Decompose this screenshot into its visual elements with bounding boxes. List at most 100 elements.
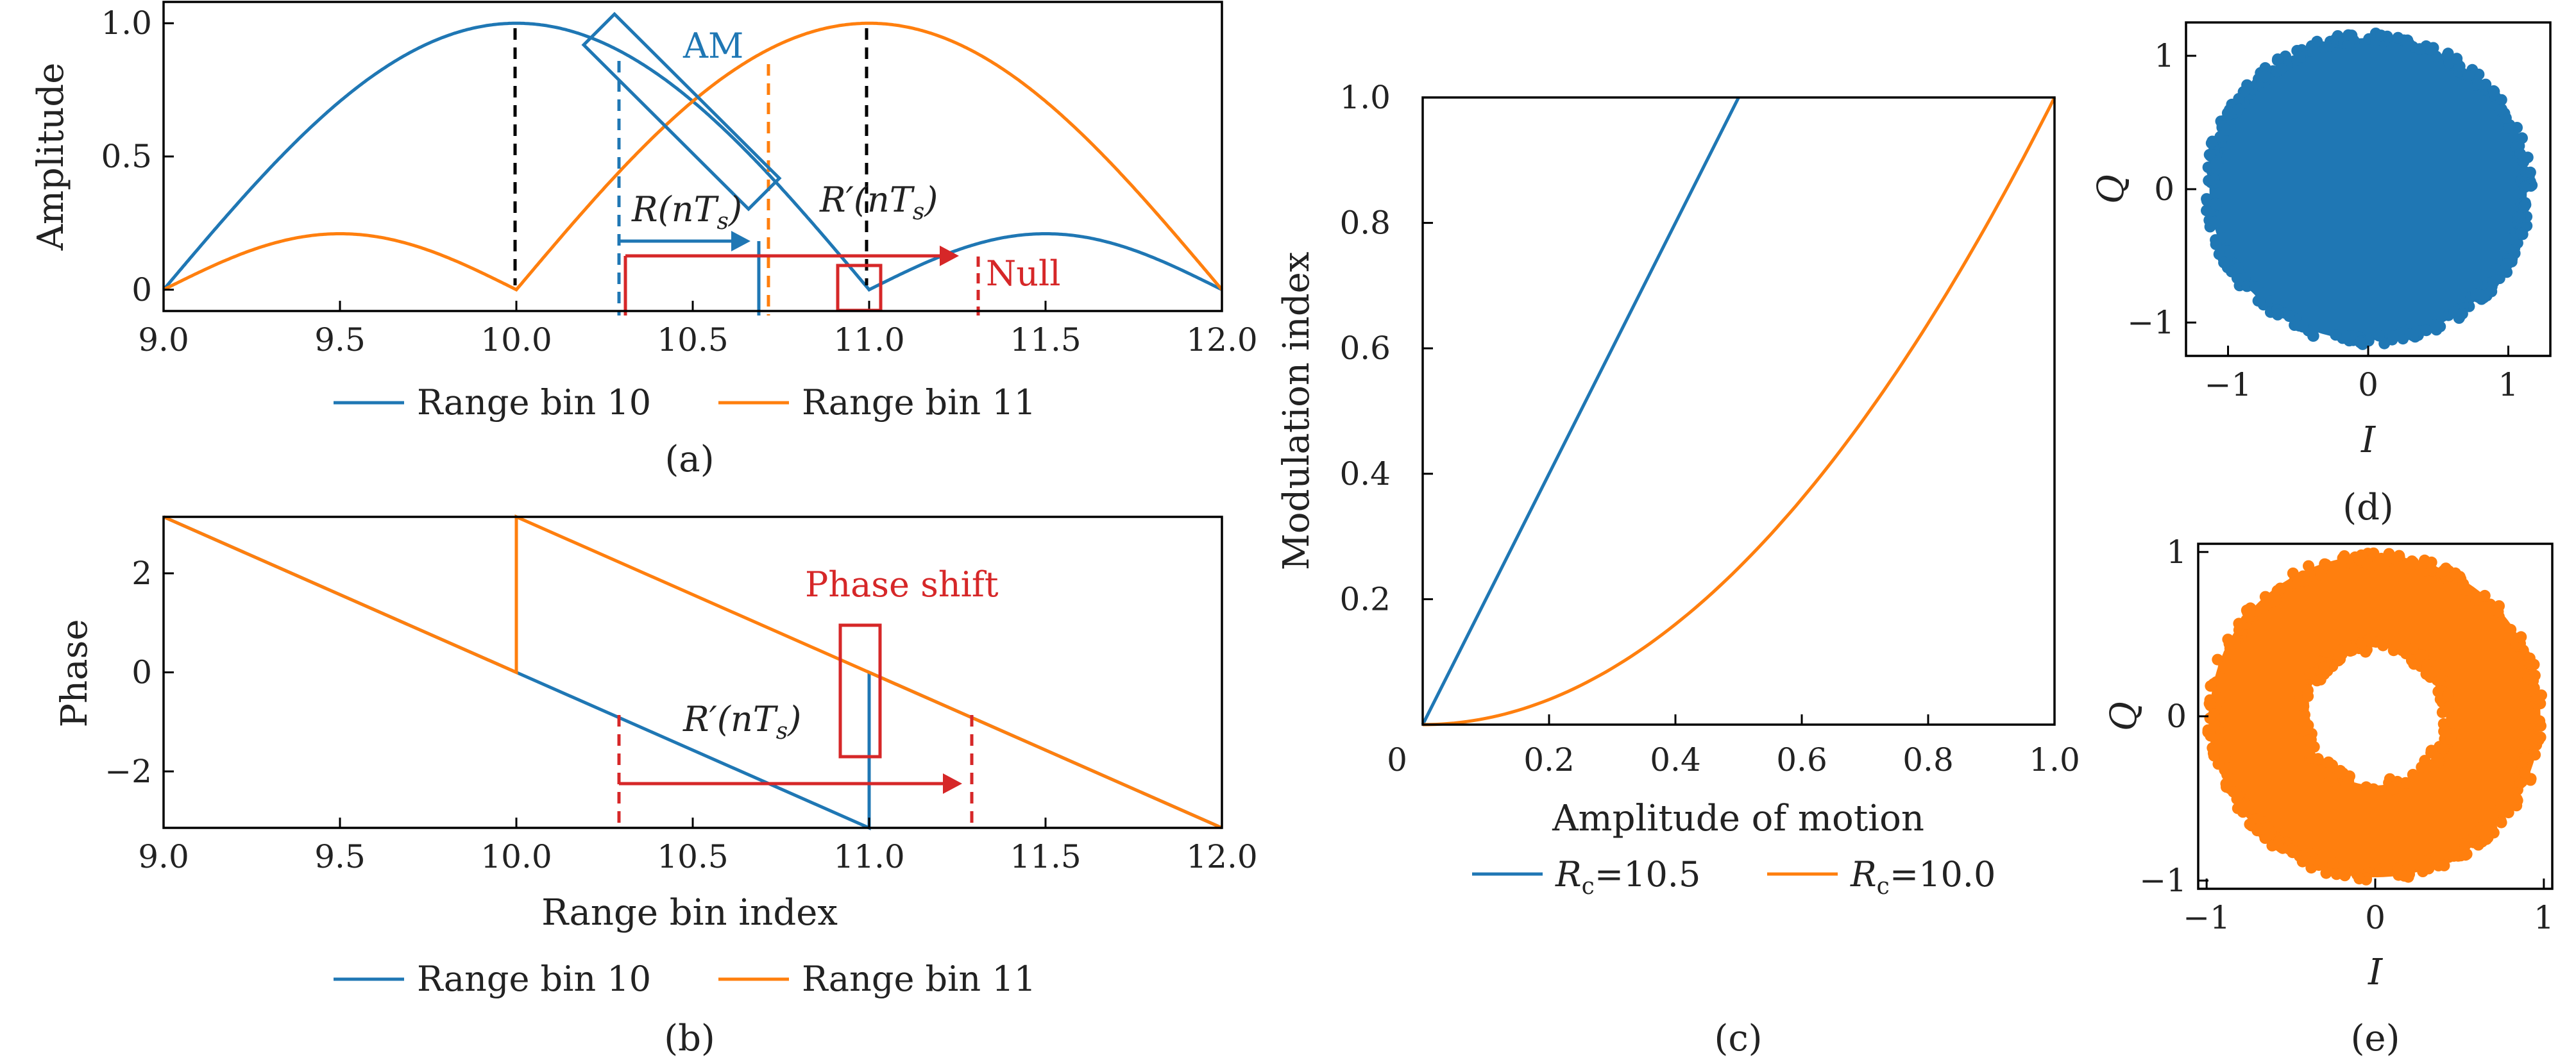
y-tick-label: 0: [131, 654, 152, 691]
x-tick-label: 10.5: [657, 321, 728, 358]
panel-c-x-ticks: 0 0.2 0.4 0.6 0.8 1.0: [1387, 714, 2080, 778]
iq-ring-point: [2448, 850, 2460, 862]
iq-ring-point: [2335, 644, 2347, 657]
legend-label-bin11-b: Range bin 11: [802, 959, 1036, 999]
x-tick-label: 0.8: [1902, 741, 1954, 778]
iq-ring-point: [2326, 773, 2338, 785]
panel-d-ylabel: Q: [2090, 174, 2132, 204]
iq-ring-point: [2203, 698, 2216, 710]
iq-ring-point: [2228, 775, 2240, 787]
panel-e-x-ticks: −1 0 1: [2183, 879, 2554, 936]
iq-disk-point: [2343, 37, 2355, 49]
am-label: AM: [682, 26, 743, 66]
panel-b-xlabel: Range bin index: [541, 892, 838, 934]
series-line-rc100: [1422, 96, 2056, 727]
iq-disk-point: [2258, 71, 2271, 83]
panel-b-annotations: Phase shift R′(nTs): [617, 564, 999, 827]
iq-ring-point: [2383, 548, 2395, 560]
iq-disk-point: [2456, 308, 2468, 320]
iq-ring-point: [2503, 632, 2515, 644]
iq-ring-point: [2427, 564, 2439, 576]
iq-ring-point: [2450, 567, 2461, 579]
y-tick-label: 0: [2166, 698, 2187, 735]
panel-e-ylabel: Q: [2103, 702, 2145, 731]
iq-ring-point: [2334, 764, 2346, 777]
iq-ring-point: [2514, 777, 2527, 789]
r-arrow-head: [731, 231, 750, 251]
series-line-2: [162, 514, 1223, 830]
iq-disk-point: [2520, 166, 2532, 178]
iq-ring-point: [2296, 700, 2308, 712]
x-tick-label: −1: [2183, 899, 2230, 936]
iq-disk-point: [2488, 85, 2500, 97]
iq-disk-point: [2518, 201, 2530, 213]
x-tick-label: 0.4: [1650, 741, 1701, 778]
iq-ring-point: [2480, 601, 2492, 613]
iq-ring-point: [2296, 855, 2309, 868]
iq-ring-point: [2205, 680, 2217, 692]
panel-d-x-ticks: −1 0 1: [2205, 346, 2518, 403]
x-tick-label: 9.5: [314, 321, 366, 358]
iq-ring-point: [2408, 658, 2420, 670]
iq-ring-point: [2228, 637, 2241, 648]
iq-ring-point: [2232, 802, 2244, 814]
iq-ring-point: [2301, 684, 2314, 696]
y-tick-label: 0.8: [1339, 205, 1391, 242]
iq-ring-point: [2216, 673, 2228, 685]
iq-disk-point: [2272, 53, 2284, 65]
legend-label-bin10-b: Range bin 10: [417, 959, 651, 999]
iq-ring-point: [2320, 867, 2332, 879]
x-tick-label: 1: [2534, 899, 2554, 936]
x-tick-label: 9.0: [138, 838, 189, 875]
x-tick-label: 10.5: [657, 838, 728, 875]
iq-ring-point: [2512, 652, 2525, 664]
iq-disk-point: [2218, 257, 2230, 269]
iq-ring-point: [2217, 661, 2230, 673]
legend-label-rc105: Rc=10.5: [1555, 854, 1700, 900]
iq-ring-body: [2210, 555, 2541, 878]
iq-disk-point: [2221, 124, 2233, 136]
panel-a-annotations: AM R(nTs) Null R′(nTs): [513, 12, 1061, 315]
iq-ring-point: [2442, 705, 2454, 717]
iq-ring-point: [2242, 800, 2254, 812]
x-tick-label: 0: [1387, 741, 1407, 778]
x-tick-label: 11.5: [1010, 838, 1081, 875]
iq-ring-point: [2360, 781, 2372, 793]
panel-c-y-ticks: 0.2 0.4 0.6 0.8 1.0: [1339, 79, 1433, 618]
iq-ring-point: [2370, 636, 2382, 648]
iq-ring-point: [2437, 718, 2450, 730]
iq-disk-point: [2425, 44, 2437, 56]
iq-ring-point: [2213, 692, 2225, 703]
iq-disk-point: [2508, 130, 2520, 142]
iq-ring-point: [2442, 690, 2453, 702]
iq-disk-point: [2311, 35, 2323, 47]
iq-disk-point: [2514, 212, 2526, 224]
iq-ring-point: [2515, 631, 2527, 643]
iq-disk-point: [2293, 320, 2305, 332]
iq-ring-point: [2335, 560, 2348, 572]
iq-ring-point: [2470, 594, 2482, 607]
iq-ring-point: [2446, 717, 2459, 729]
iq-ring-point: [2407, 769, 2419, 780]
phase-shift-label: Phase shift: [805, 564, 999, 605]
iq-disk-point: [2233, 103, 2245, 115]
panel-b-legend: Range bin 10 Range bin 11: [334, 959, 1036, 999]
iq-ring-point: [2437, 565, 2450, 576]
iq-ring-point: [2271, 839, 2284, 851]
legend-label-bin10: Range bin 10: [417, 382, 651, 423]
iq-ring-point: [2318, 661, 2330, 673]
iq-disk-point: [2495, 94, 2507, 106]
y-tick-label: −1: [2127, 304, 2174, 341]
iq-disk-point: [2203, 149, 2216, 161]
iq-disk-point: [2500, 112, 2512, 124]
panel-d-y-ticks: 1 0 −1: [2127, 37, 2196, 341]
iq-ring-point: [2212, 758, 2224, 770]
panel-e-caption: (e): [2351, 1018, 2400, 1059]
iq-ring-point: [2416, 855, 2428, 867]
iq-disk-point: [2462, 70, 2475, 82]
iq-disk-point: [2207, 135, 2219, 147]
iq-ring-point: [2327, 857, 2339, 869]
panel-d-caption: (d): [2343, 487, 2394, 528]
iq-disk-point: [2420, 324, 2432, 337]
